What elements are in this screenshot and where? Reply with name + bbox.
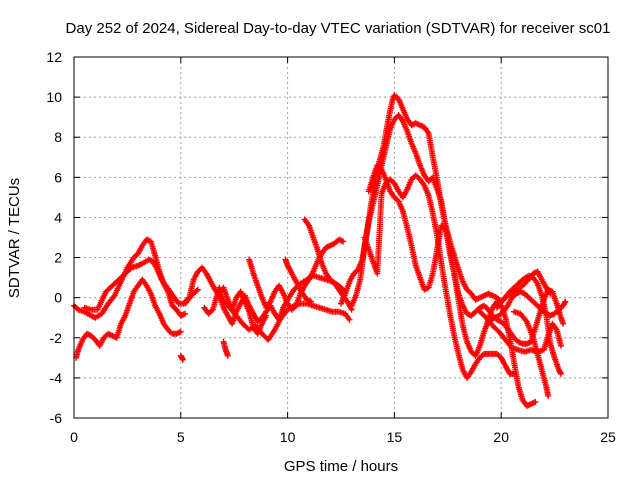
data-point-markers: [301, 216, 355, 313]
series-track-8: [282, 256, 315, 305]
series-track-16: [511, 308, 552, 399]
y-tick-label: 8: [54, 129, 62, 145]
series-track-4: [177, 352, 186, 363]
data-point-markers: [73, 276, 184, 361]
y-axis-label: SDTVAR / TECUs: [6, 178, 23, 298]
data-layer: [71, 92, 569, 409]
x-tick-label: 10: [280, 429, 296, 445]
y-tick-label: 6: [54, 169, 62, 185]
y-tick-label: -6: [50, 410, 63, 426]
series-track-7: [246, 236, 347, 313]
x-tick-label: 15: [387, 429, 403, 445]
data-point-markers: [493, 272, 565, 377]
x-tick-labels: 0 5 10 15 20 25: [70, 429, 616, 445]
series-track-2: [73, 276, 184, 361]
series-track-9: [301, 216, 355, 313]
series-track-12: [361, 172, 518, 381]
data-point-markers: [246, 236, 347, 313]
x-tick-label: 0: [70, 429, 78, 445]
tick-marks: [73, 56, 609, 419]
data-point-markers: [361, 172, 518, 381]
series-track-18: [216, 284, 270, 337]
y-tick-label: 12: [46, 49, 62, 65]
y-tick-label: 0: [54, 290, 62, 306]
data-point-markers: [282, 256, 315, 305]
grid: [74, 57, 608, 418]
y-tick-labels: -6 -4 -2 0 2 4 6 8 10 12: [46, 49, 62, 426]
x-tick-label: 25: [600, 429, 616, 445]
x-tick-label: 5: [177, 429, 185, 445]
y-tick-label: 10: [46, 89, 62, 105]
plot-frame: [73, 56, 609, 419]
series-track-13: [365, 162, 539, 409]
data-point-markers: [485, 288, 569, 327]
y-tick-label: 4: [54, 209, 62, 225]
x-axis-label: GPS time / hours: [284, 458, 398, 475]
y-tick-label: -2: [50, 330, 63, 346]
chart-title: Day 252 of 2024, Sidereal Day-to-day VTE…: [66, 20, 611, 37]
series-track-19: [220, 338, 231, 359]
x-tick-label: 20: [493, 429, 509, 445]
data-point-markers: [177, 352, 186, 363]
data-point-markers: [220, 338, 231, 359]
series-track-15: [493, 272, 565, 377]
y-tick-label: -4: [50, 370, 63, 386]
data-point-markers: [511, 308, 552, 399]
data-point-markers: [216, 284, 270, 337]
series-track-17: [485, 288, 569, 327]
data-point-markers: [365, 162, 539, 409]
y-tick-label: 2: [54, 250, 62, 266]
